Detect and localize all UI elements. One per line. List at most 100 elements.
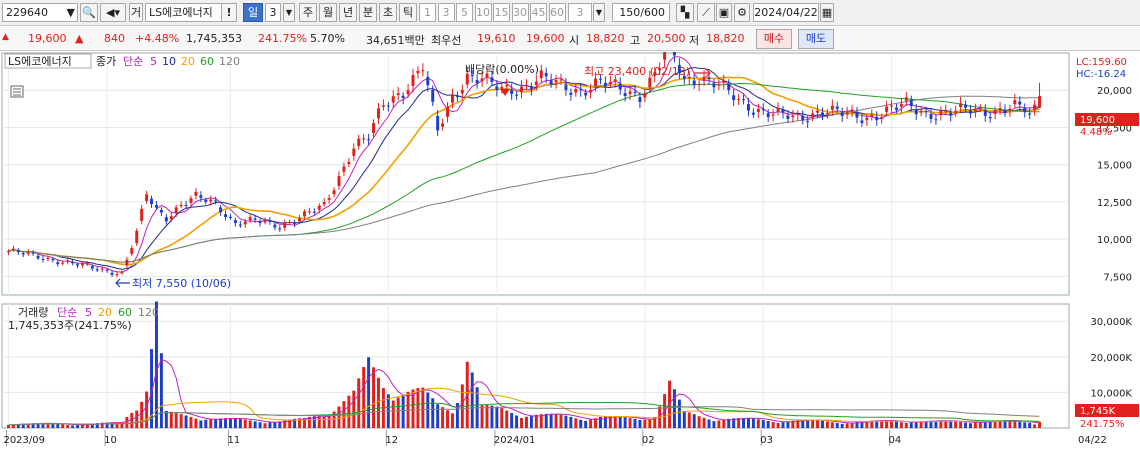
market-kind-label: 거 xyxy=(129,3,143,22)
candle-body xyxy=(717,84,721,86)
alert-icon[interactable]: ! xyxy=(221,3,237,22)
volume-bar xyxy=(603,416,607,428)
candle-body xyxy=(697,84,701,86)
candle-body xyxy=(495,86,499,90)
period-dropdown-icon[interactable]: ▼ xyxy=(283,3,295,22)
period-day-tab[interactable]: 일 xyxy=(243,3,263,22)
volume-bar xyxy=(209,419,213,428)
candle-body xyxy=(248,217,252,221)
candle-body xyxy=(643,93,647,98)
candle-body xyxy=(653,72,657,76)
candle-body xyxy=(648,77,652,88)
candle-body xyxy=(954,110,958,114)
stock-code-input[interactable]: 229640 ▼ xyxy=(2,3,78,22)
volume-bar xyxy=(816,420,820,428)
volume-bar xyxy=(6,425,10,428)
candle-body xyxy=(796,113,800,115)
volume-bar xyxy=(796,420,800,428)
calendar-icon[interactable]: ▦ xyxy=(820,3,834,22)
candle-body xyxy=(480,78,484,82)
interval-button-30[interactable]: 30 xyxy=(511,3,529,22)
volume-bar xyxy=(61,424,65,428)
stock-chart[interactable]: 7,500 10,000 12,500 15,000 17,500 20,000 10,00… xyxy=(0,52,1140,450)
best-quote-label: 최우선 xyxy=(431,34,462,47)
candle-body xyxy=(702,76,706,81)
volume-bar xyxy=(860,421,864,428)
draw-tool-icon[interactable]: ⟋ xyxy=(697,3,715,22)
price-tick-label: 15,000 xyxy=(1097,161,1132,172)
period-second-tab[interactable]: 초 xyxy=(379,3,397,22)
date-label: 03 xyxy=(760,435,773,446)
interval-button-3[interactable]: 3 xyxy=(437,3,455,22)
volume-bar xyxy=(633,418,637,428)
volume-bar xyxy=(110,422,114,428)
interval-button-45[interactable]: 45 xyxy=(530,3,547,22)
candle-body xyxy=(894,107,898,110)
volume-bar xyxy=(786,421,790,428)
volume-bar xyxy=(623,417,627,428)
candle-body xyxy=(396,93,400,95)
price-tick-label: 20,000 xyxy=(1097,86,1132,97)
interval-button-60[interactable]: 60 xyxy=(548,3,566,22)
bar-count-field[interactable]: 150/600 xyxy=(612,3,670,22)
period-count-field[interactable]: 3 xyxy=(265,3,281,22)
volume-bar xyxy=(495,406,499,428)
chart-type-icon[interactable]: ▚ xyxy=(676,3,694,22)
candle-body xyxy=(150,198,154,205)
annotation-high: 최고 23,400 (02/13) xyxy=(584,65,690,78)
candle-body xyxy=(811,113,815,118)
volume-bar xyxy=(677,399,681,428)
volume-bar xyxy=(569,416,573,428)
volume-bar xyxy=(100,422,104,428)
interval-button-10[interactable]: 10 xyxy=(474,3,492,22)
candle-body xyxy=(80,263,84,266)
interval-button-5[interactable]: 5 xyxy=(456,3,473,22)
volume-bar xyxy=(36,423,40,428)
candle-body xyxy=(608,81,612,84)
sell-button[interactable]: 매도 xyxy=(798,29,834,49)
candle-body xyxy=(638,97,642,102)
candle-body xyxy=(801,116,805,121)
candle-body xyxy=(288,222,292,224)
candle-body xyxy=(322,202,326,205)
period-month-tab[interactable]: 월 xyxy=(319,3,337,22)
candle-body xyxy=(880,117,884,119)
search-icon[interactable]: 🔍 xyxy=(80,3,98,22)
period-tick-tab[interactable]: 틱 xyxy=(399,3,417,22)
volume-bar xyxy=(825,421,829,428)
interval-button-1[interactable]: 1 xyxy=(419,3,436,22)
high-price: 20,500 xyxy=(647,32,686,45)
interval-button-15[interactable]: 15 xyxy=(493,3,510,22)
date-field[interactable]: 2024/04/22 xyxy=(753,3,819,22)
candle-body xyxy=(238,224,242,226)
volume-bar xyxy=(594,418,598,428)
candle-body xyxy=(914,110,918,115)
date-label: 2023/09 xyxy=(3,435,45,446)
candle-body xyxy=(500,86,504,89)
volume-bar xyxy=(169,411,173,428)
volume-bar xyxy=(909,422,913,428)
volume-tick-label: 10,000K xyxy=(1090,388,1132,399)
volume-summary: 1,745,353주(241.75%) xyxy=(8,319,132,332)
period-year-tab[interactable]: 년 xyxy=(339,3,357,22)
save-icon[interactable]: ▣ xyxy=(716,3,732,22)
speaker-icon[interactable]: ◀▾ xyxy=(100,3,126,22)
period-minute-tab[interactable]: 분 xyxy=(359,3,377,22)
candle-body xyxy=(273,224,277,228)
period-week-tab[interactable]: 주 xyxy=(299,3,317,22)
buy-button[interactable]: 매수 xyxy=(756,29,792,49)
volume-bar xyxy=(717,420,721,428)
hc-label: HC:-16.24 xyxy=(1076,69,1126,80)
volume-bar xyxy=(643,419,647,428)
interval-custom-field[interactable]: 3 xyxy=(568,3,592,22)
dropdown-arrow-icon[interactable]: ▼ xyxy=(66,6,75,19)
interval-dropdown-icon[interactable]: ▼ xyxy=(593,3,605,22)
volume-bar xyxy=(781,422,785,428)
volume-bar xyxy=(618,416,622,428)
volume-bar xyxy=(1023,422,1027,428)
candle-body xyxy=(41,258,45,260)
gear-icon[interactable]: ⚙ xyxy=(734,3,750,22)
volume-bar xyxy=(263,423,267,428)
stock-name-field[interactable]: LS에코에너지 xyxy=(145,3,227,22)
volume-bar xyxy=(964,422,968,428)
